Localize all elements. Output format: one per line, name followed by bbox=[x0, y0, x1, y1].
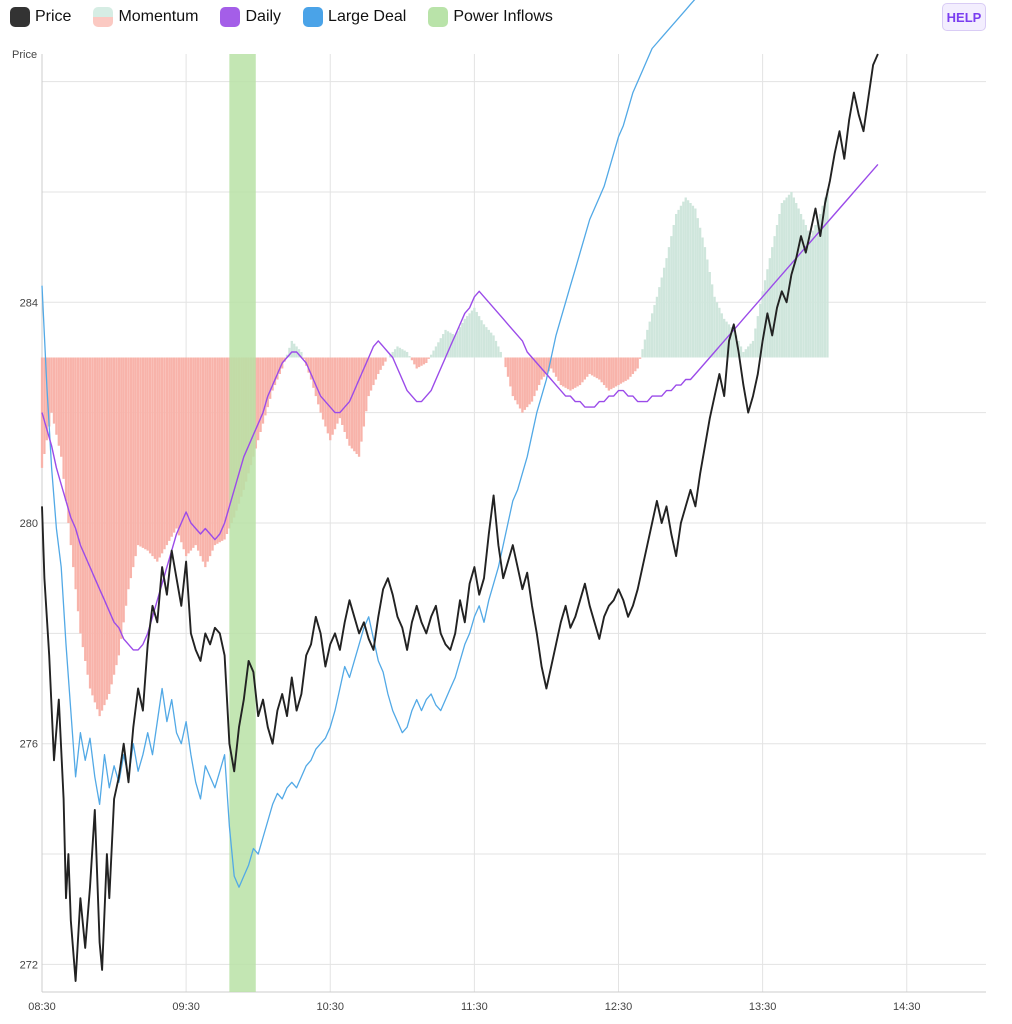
x-tick-label: 12:30 bbox=[605, 1001, 633, 1013]
x-tick-label: 10:30 bbox=[316, 1001, 344, 1013]
power-inflows-swatch bbox=[428, 7, 449, 27]
legend-item-momentum[interactable]: Momentum bbox=[93, 7, 198, 27]
y-tick-label: 272 bbox=[20, 959, 38, 971]
large-deal-line bbox=[41, 0, 696, 888]
help-button[interactable]: HELP bbox=[942, 3, 986, 31]
legend-label: Price bbox=[35, 8, 72, 25]
legend-label: Momentum bbox=[118, 8, 199, 25]
legend-item-power-inflows[interactable]: Power Inflows bbox=[428, 7, 553, 27]
large-deal-swatch bbox=[303, 7, 324, 27]
price-line bbox=[41, 53, 879, 982]
daily-line bbox=[41, 163, 879, 651]
x-tick-label: 09:30 bbox=[172, 1001, 200, 1013]
legend-item-daily[interactable]: Daily bbox=[220, 7, 281, 27]
power-inflow-band bbox=[229, 54, 256, 992]
x-tick-label: 11:30 bbox=[461, 1001, 488, 1013]
y-axis-label: Price bbox=[12, 49, 37, 61]
momentum-swatch bbox=[93, 7, 114, 27]
legend-item-large-deal[interactable]: Large Deal bbox=[303, 7, 406, 27]
y-tick-label: 284 bbox=[20, 297, 38, 309]
price-swatch bbox=[10, 7, 30, 27]
y-tick-label: 280 bbox=[20, 518, 38, 530]
legend-item-price[interactable]: Price bbox=[10, 7, 71, 27]
legend-label: Daily bbox=[245, 8, 282, 25]
legend-label: Power Inflows bbox=[453, 8, 553, 25]
chart-legend: Price Momentum Daily Large Deal Power Inflow… bbox=[10, 6, 575, 28]
legend-label: Large Deal bbox=[328, 8, 407, 25]
x-tick-label: 14:30 bbox=[893, 1001, 921, 1013]
y-tick-label: 276 bbox=[20, 739, 38, 751]
x-tick-label: 08:30 bbox=[28, 1001, 56, 1013]
x-tick-label: 13:30 bbox=[749, 1001, 777, 1013]
daily-swatch bbox=[220, 7, 241, 27]
